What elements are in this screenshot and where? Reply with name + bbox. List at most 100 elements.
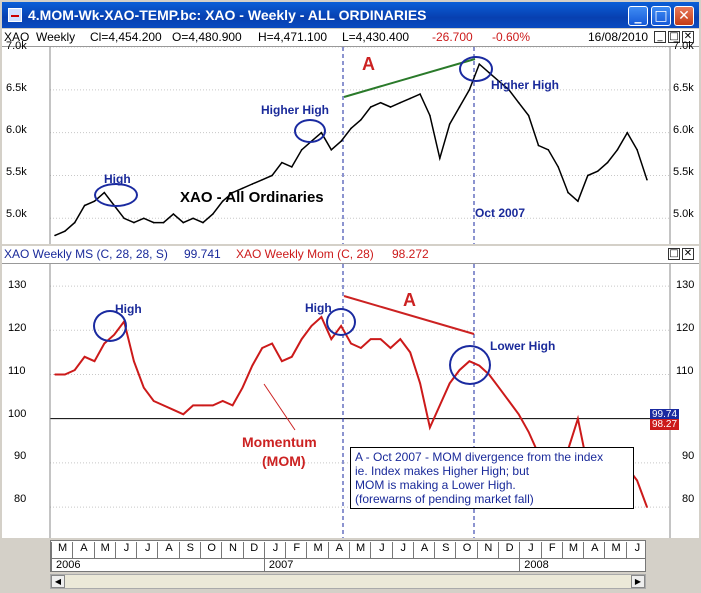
price-point xyxy=(281,161,283,164)
momentum-point xyxy=(281,360,283,363)
mom-axis-left-2: 110 xyxy=(8,365,26,377)
note-line-4: (forewarns of pending market fall) xyxy=(355,492,534,506)
maximize-button[interactable]: □ xyxy=(651,6,671,26)
price-point xyxy=(202,221,204,224)
price-point xyxy=(271,174,273,177)
price-point xyxy=(429,114,431,117)
price-point xyxy=(162,221,165,224)
price-point xyxy=(577,200,579,202)
price-point xyxy=(93,200,96,202)
price-axis-right-3: 5.5k xyxy=(673,166,694,178)
momentum-point xyxy=(300,338,303,340)
month-label: D xyxy=(242,542,265,558)
annotation-mom-a: A xyxy=(403,290,416,310)
month-label: M xyxy=(306,542,328,558)
price-point xyxy=(360,119,362,121)
month-label: D xyxy=(498,542,520,558)
note-line-2: ie. Index makes Higher High; but xyxy=(355,464,530,478)
annotation-mom-lower-high: Lower High xyxy=(490,339,556,353)
price-point xyxy=(616,148,619,151)
note-line-1: A - Oct 2007 - MOM divergence from the i… xyxy=(355,450,604,464)
momentum-point xyxy=(192,404,194,407)
momentum-point xyxy=(429,426,431,429)
momentum-point xyxy=(182,413,185,416)
annotation-price-higher-high: Higher High xyxy=(261,103,329,117)
momentum-pane-close-button[interactable]: ✕ xyxy=(682,248,694,260)
window-title: 4.MOM-Wk-XAO-TEMP.bc: XAO - Weekly - ALL… xyxy=(28,7,427,23)
momentum-point xyxy=(439,404,441,407)
price-point xyxy=(54,234,56,237)
circle-price-higher-high-right xyxy=(459,56,493,82)
momentum-pane-maximize-button[interactable]: □ xyxy=(668,248,680,260)
annotation-price-high: High xyxy=(104,172,131,186)
price-axis-right-2: 6.0k xyxy=(673,124,694,136)
ms-value: 99.741 xyxy=(184,247,221,261)
note-box: A - Oct 2007 - MOM divergence from the i… xyxy=(350,447,634,509)
mom-axis-left-5: 80 xyxy=(14,493,27,505)
horizontal-scrollbar[interactable]: ◀ ▶ xyxy=(50,574,646,589)
year-label: 2007 xyxy=(263,559,293,572)
annotation-mom-high-left: High xyxy=(115,302,142,316)
momentum-point xyxy=(64,373,66,376)
mom-axis-right-5: 80 xyxy=(682,493,695,505)
price-axis-left-0: 7.0k xyxy=(6,40,27,52)
mom-axis-right-2: 110 xyxy=(676,365,694,377)
price-point xyxy=(133,221,135,224)
price-pane[interactable] xyxy=(2,47,699,244)
annotation-momentum-label: Momentum xyxy=(242,434,317,450)
month-label: A xyxy=(327,542,350,558)
mom-label: XAO Weekly Mom (C, 28) xyxy=(236,247,374,261)
price-point xyxy=(172,213,175,215)
month-label: J xyxy=(625,542,648,558)
momentum-point xyxy=(133,360,135,363)
price-point xyxy=(212,213,214,215)
momentum-point xyxy=(379,338,382,340)
scroll-left-icon[interactable]: ◀ xyxy=(51,575,65,588)
price-divergence-line xyxy=(343,58,476,98)
app-icon xyxy=(8,8,22,22)
month-label: M xyxy=(604,542,626,558)
price-point xyxy=(379,101,382,104)
momentum-point xyxy=(291,356,293,358)
price-point xyxy=(251,183,254,185)
price-axis-left-2: 6.0k xyxy=(6,124,27,136)
price-point xyxy=(606,161,609,164)
mom-value: 98.272 xyxy=(392,247,429,261)
time-axis: M A M J J A S O N D J F M A M J J A S O N D J F M A M J 2006 2007 2008 xyxy=(50,540,646,572)
price-pane-close-button[interactable]: ✕ xyxy=(682,31,694,43)
note-line-3: MOM is making a Lower High. xyxy=(355,478,516,492)
price-header: XAO Weekly Cl=4,454.200 O=4,480.900 H=4,… xyxy=(2,29,699,47)
price-header-change: -26.700 xyxy=(432,30,473,44)
month-label: J xyxy=(391,542,414,558)
momentum-header: XAO Weekly MS (C, 28, 28, S) 99.741 XAO … xyxy=(2,246,699,264)
month-label: A xyxy=(72,542,94,558)
price-point xyxy=(340,140,342,143)
mom-axis-left-1: 120 xyxy=(8,322,27,334)
momentum-point xyxy=(202,404,204,407)
month-label: A xyxy=(583,542,605,558)
minimize-button[interactable]: _ xyxy=(628,6,648,26)
circle-mom-lower-high xyxy=(449,345,491,385)
mom-axis-left-0: 130 xyxy=(8,279,27,291)
price-point xyxy=(123,217,125,220)
price-point xyxy=(517,101,520,104)
momentum-point xyxy=(330,338,333,340)
close-button[interactable]: ✕ xyxy=(674,6,694,26)
circle-price-high xyxy=(94,183,138,207)
momentum-point xyxy=(251,364,254,367)
price-axis-left-4: 5.0k xyxy=(6,208,27,220)
price-axis-right-4: 5.0k xyxy=(673,208,694,220)
price-point xyxy=(182,221,185,224)
price-point xyxy=(143,217,145,220)
momentum-point xyxy=(212,404,214,407)
price-point xyxy=(330,148,333,151)
price-pane-maximize-button[interactable]: □ xyxy=(668,31,680,43)
price-point xyxy=(448,123,451,125)
price-point xyxy=(291,166,293,168)
price-pane-minimize-button[interactable]: _ xyxy=(654,31,666,43)
momentum-point xyxy=(103,342,106,345)
momentum-point xyxy=(419,382,421,385)
month-label: S xyxy=(178,542,201,558)
scroll-right-icon[interactable]: ▶ xyxy=(631,575,645,588)
price-chart xyxy=(49,47,671,244)
